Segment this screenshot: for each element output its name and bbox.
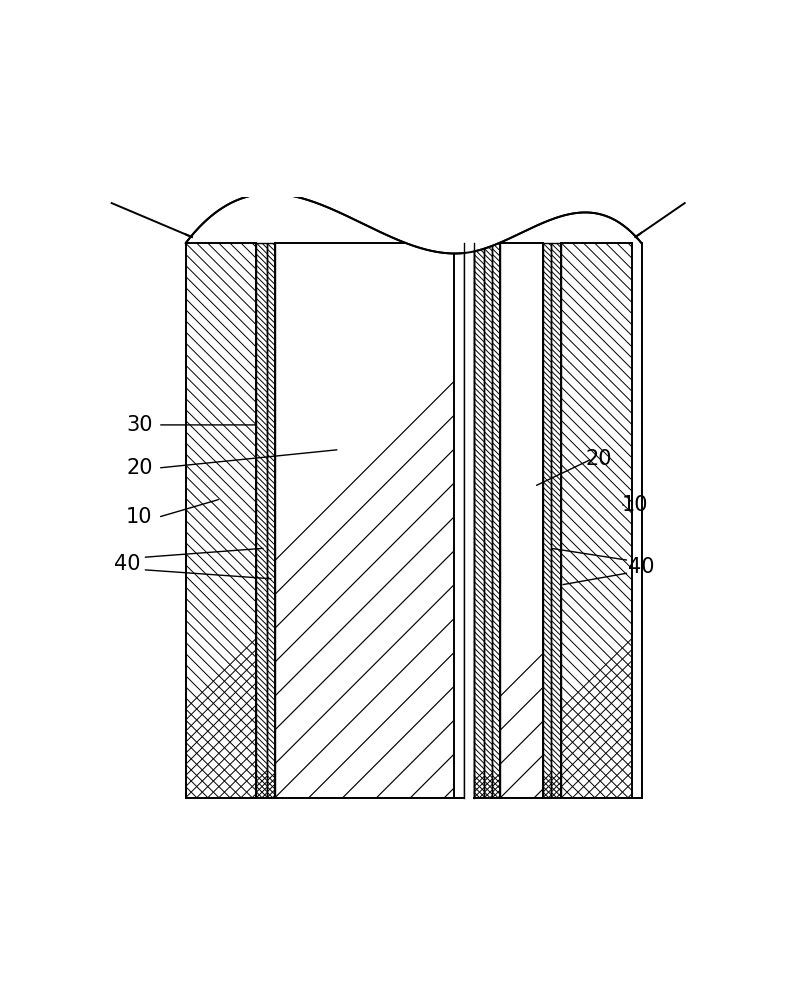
Bar [642,197,716,813]
Text: 20: 20 [585,449,611,469]
Bar [99,798,716,813]
Bar [551,243,561,798]
Bar [185,243,257,798]
Bar [185,243,257,798]
Bar [543,243,551,798]
Text: 20: 20 [126,458,153,478]
Polygon shape [185,194,642,254]
Bar [275,243,454,798]
Bar [492,243,501,798]
Bar [543,243,551,798]
Bar [561,243,632,798]
Bar [474,243,484,798]
Bar [474,243,484,798]
Bar [551,243,561,798]
Bar [492,243,501,798]
Text: 40: 40 [114,554,141,574]
Bar [267,243,275,798]
Bar [257,243,267,798]
Bar [501,243,543,798]
Bar [99,197,185,813]
Bar [501,243,543,798]
Bar [561,243,632,798]
Text: 10: 10 [622,495,649,515]
Bar [257,243,267,798]
Bar [465,197,473,813]
Bar [484,243,492,798]
Bar [275,243,454,798]
Text: 10: 10 [126,507,153,527]
Text: 40: 40 [628,557,655,577]
Text: 30: 30 [126,415,153,435]
Bar [484,243,492,798]
Bar [267,243,275,798]
